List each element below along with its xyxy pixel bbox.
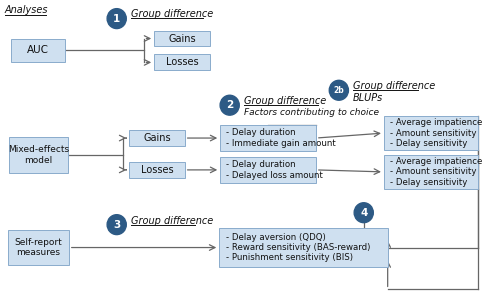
Text: Group difference: Group difference	[131, 216, 214, 226]
FancyBboxPatch shape	[129, 162, 184, 178]
FancyBboxPatch shape	[220, 125, 316, 151]
Text: Group difference: Group difference	[244, 96, 326, 106]
FancyBboxPatch shape	[154, 54, 210, 70]
Circle shape	[330, 80, 348, 100]
Text: 2: 2	[226, 100, 234, 110]
FancyBboxPatch shape	[8, 137, 68, 173]
Text: - Delay aversion (QDQ)
- Reward sensitivity (BAS-reward)
- Punishment sensitivit: - Delay aversion (QDQ) - Reward sensitiv…	[226, 233, 370, 263]
Text: Analyses: Analyses	[4, 5, 48, 15]
Text: 2b: 2b	[334, 86, 344, 95]
Text: Mixed-effects
model: Mixed-effects model	[8, 145, 69, 165]
FancyBboxPatch shape	[129, 130, 184, 146]
Text: Gains: Gains	[168, 34, 196, 44]
Text: BLUPs: BLUPs	[353, 93, 384, 103]
Text: Losses: Losses	[166, 57, 198, 67]
Text: Factors contributing to choice: Factors contributing to choice	[244, 108, 379, 117]
FancyBboxPatch shape	[384, 116, 478, 150]
Text: - Delay duration
- Delayed loss amount: - Delay duration - Delayed loss amount	[226, 160, 322, 180]
FancyBboxPatch shape	[219, 228, 388, 267]
Text: Group difference: Group difference	[353, 81, 436, 91]
Circle shape	[107, 9, 126, 29]
Text: 1: 1	[113, 14, 120, 23]
Circle shape	[220, 95, 240, 115]
Text: AUC: AUC	[27, 45, 49, 56]
Text: Gains: Gains	[143, 133, 171, 143]
Text: 3: 3	[113, 220, 120, 230]
FancyBboxPatch shape	[220, 157, 316, 183]
Text: Losses: Losses	[140, 165, 173, 175]
Text: - Delay duration
- Immediate gain amount: - Delay duration - Immediate gain amount	[226, 128, 336, 148]
Text: - Average impatience
- Amount sensitivity
- Delay sensitivity: - Average impatience - Amount sensitivit…	[390, 118, 482, 148]
FancyBboxPatch shape	[154, 31, 210, 46]
Circle shape	[107, 215, 126, 235]
Text: Group difference: Group difference	[131, 9, 214, 19]
Text: Self-report
measures: Self-report measures	[14, 238, 62, 257]
FancyBboxPatch shape	[8, 230, 69, 266]
Circle shape	[354, 203, 374, 223]
Text: 4: 4	[360, 208, 368, 218]
FancyBboxPatch shape	[384, 155, 478, 189]
FancyBboxPatch shape	[12, 39, 65, 62]
Text: - Average impatience
- Amount sensitivity
- Delay sensitivity: - Average impatience - Amount sensitivit…	[390, 157, 482, 187]
